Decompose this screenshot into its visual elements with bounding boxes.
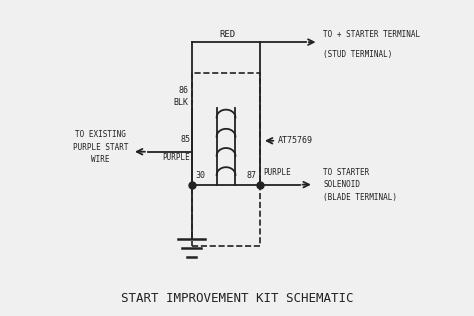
Text: 30: 30 [195, 171, 205, 180]
Text: 85: 85 [180, 135, 190, 144]
Text: SOLENOID: SOLENOID [323, 180, 360, 189]
Text: TO + STARTER TERMINAL: TO + STARTER TERMINAL [323, 30, 420, 39]
Text: TO STARTER: TO STARTER [323, 167, 369, 177]
Text: TO EXISTING: TO EXISTING [75, 130, 126, 139]
Text: (BLADE TERMINAL): (BLADE TERMINAL) [323, 193, 397, 202]
Text: PURPLE: PURPLE [264, 168, 292, 177]
Text: AT75769: AT75769 [278, 136, 313, 145]
Bar [191, 73, 261, 246]
Text: (STUD TERMINAL): (STUD TERMINAL) [323, 50, 392, 59]
Text: RED: RED [219, 30, 236, 39]
Text: WIRE: WIRE [91, 155, 110, 164]
Text: BLK: BLK [173, 98, 189, 107]
Text: PURPLE START: PURPLE START [73, 143, 128, 152]
Text: 87: 87 [247, 171, 257, 180]
Text: START IMPROVEMENT KIT SCHEMATIC: START IMPROVEMENT KIT SCHEMATIC [121, 292, 353, 306]
Text: 86: 86 [178, 86, 189, 95]
Text: PURPLE: PURPLE [162, 153, 190, 162]
